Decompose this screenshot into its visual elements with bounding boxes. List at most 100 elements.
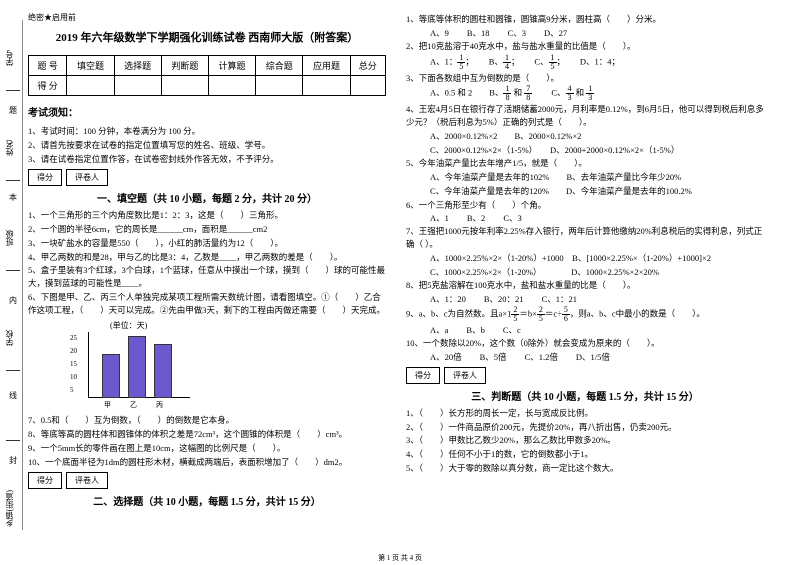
question: 9、一个5mm长的零件画在图上是10cm，这幅图的比例尺是（ ）。 xyxy=(28,442,386,455)
y-label: 20 xyxy=(70,347,77,355)
secret-label: 绝密★启用前 xyxy=(28,12,386,23)
question: 10、一个底面半径为1dm的圆柱形木材，横截成两端后，表面积增加了（ ）dm2。 xyxy=(28,456,386,469)
score-table: 题 号 填空题 选择题 判断题 计算题 综合题 应用题 总分 得 分 xyxy=(28,55,386,96)
option: C、1：21 xyxy=(542,293,577,305)
option: B、18 xyxy=(467,27,490,39)
side-char: 封 xyxy=(9,455,17,466)
question: 10、一个数除以20%，这个数（0除外）就会变成为原来的（ ）。 xyxy=(406,337,764,350)
notice-item: 3、请在试卷指定位置作答，在试卷密封线外作答无效，不予评分。 xyxy=(28,153,386,166)
option: D、1：4； xyxy=(580,56,620,66)
question: 2、（ ）一件商品原价200元，先提价20%，再八折出售，仍卖200元。 xyxy=(406,421,764,434)
left-column: 绝密★启用前 2019 年六年级数学下学期强化训练试卷 西南师大版（附答案） 题… xyxy=(28,12,386,547)
question: 7、0.5和（ ）互为倒数，（ ）的倒数是它本身。 xyxy=(28,414,386,427)
option: D、27 xyxy=(544,27,567,39)
page: 绝密★启用前 2019 年六年级数学下学期强化训练试卷 西南师大版（附答案） 题… xyxy=(0,0,800,555)
cell[interactable] xyxy=(256,76,303,96)
question: 5、盒子里装有3个红球，3个白球，1个蓝球，任意从中摸出一个球，摸到（ ）球的可… xyxy=(28,264,386,290)
option: C、3 xyxy=(503,212,521,224)
section-title: 三、判断题（共 10 小题，每题 1.5 分，共计 15 分） xyxy=(406,388,764,403)
side-line xyxy=(6,440,20,442)
option: A、20倍 xyxy=(430,351,462,363)
chart-title: (单位：天) xyxy=(110,320,147,331)
grader-box: 评卷人 xyxy=(66,169,108,186)
notice-item: 2、请首先按要求在试卷的指定位置填写您的姓名、班级、学号。 xyxy=(28,139,386,152)
table-row: 得 分 xyxy=(29,76,386,96)
side-char: 线 xyxy=(9,390,17,401)
option: C、1000×2.25%×2×（1-20%） D、1000×2.25%×2×20… xyxy=(406,266,764,279)
option: C、3 xyxy=(508,27,526,39)
question: 5、（ ）大于零的数除以真分数，商一定比这个数大。 xyxy=(406,462,764,475)
option: A、0.5 和 2 B、 xyxy=(430,88,503,98)
question: 3、（ ）甲数比乙数少20%，那么乙数比甲数多20%。 xyxy=(406,434,764,447)
option: A、9 xyxy=(430,27,449,39)
option: B、b xyxy=(466,324,484,336)
y-axis xyxy=(88,332,89,398)
grader-box: 评卷人 xyxy=(444,367,486,384)
question: 4、（ ）任何不小于1的数，它的倒数都小于1。 xyxy=(406,448,764,461)
cell[interactable] xyxy=(161,76,208,96)
bar xyxy=(128,336,146,398)
binding-sidebar: 学号 题 姓名 本 班级 内 学校 线 封 乡镇(街道) xyxy=(4,20,23,530)
option: C、2000×0.12%×2×（1-5%） D、2000+2000×0.12%×… xyxy=(406,144,764,157)
section-header: 得分 评卷人 xyxy=(28,169,386,186)
bar xyxy=(102,354,120,398)
option: C、1.2倍 xyxy=(525,351,558,363)
option: B、 xyxy=(489,56,503,66)
option: A、1： xyxy=(430,56,457,66)
x-label: 甲 xyxy=(104,400,111,410)
right-column: 1、等底等体积的圆柱和圆锥，圆锥高9分米，圆柱高（ ）分米。 A、9 B、18 … xyxy=(406,12,764,547)
score-box: 得分 xyxy=(406,367,440,384)
y-label: 5 xyxy=(70,386,74,394)
cell[interactable] xyxy=(114,76,161,96)
cell: 选择题 xyxy=(114,56,161,76)
y-label: 10 xyxy=(70,373,77,381)
cell[interactable] xyxy=(67,76,114,96)
question: 5、今年油菜产量比去年增产1/5，就是（ ）。 xyxy=(406,157,764,170)
option: C、 xyxy=(534,56,548,66)
option: A、1 xyxy=(430,212,449,224)
side-char: 内 xyxy=(9,295,17,306)
x-label: 乙 xyxy=(130,400,137,410)
option: A、2000×0.12%×2 B、2000×0.12%×2 xyxy=(406,130,764,143)
option: A、1：20 xyxy=(430,293,466,305)
cell: 得 分 xyxy=(29,76,67,96)
options: A、a B、b C、c xyxy=(406,324,764,336)
cell: 应用题 xyxy=(303,56,350,76)
question: 1、（ ）长方形的周长一定，长与宽成反比例。 xyxy=(406,407,764,420)
notice-title: 考试须知： xyxy=(28,104,386,119)
question: 8、把5克盐溶解在100克水中，盐和盐水重量的比是（ ）。 xyxy=(406,279,764,292)
cell: 判断题 xyxy=(161,56,208,76)
question: 6、一个三角形至少有（ ）个角。 xyxy=(406,199,764,212)
score-box: 得分 xyxy=(28,169,62,186)
question: 2、把10克盐溶于40克水中，盐与盐水重量的比值是（ ）。 xyxy=(406,40,764,53)
side-line xyxy=(6,270,20,272)
option: B、5倍 xyxy=(480,351,507,363)
question: 9、a、b、c为自然数。且a×125＝b×25＝c÷56，则a、b、c中最小的数… xyxy=(406,306,764,323)
cell[interactable] xyxy=(350,76,385,96)
table-row: 题 号 填空题 选择题 判断题 计算题 综合题 应用题 总分 xyxy=(29,56,386,76)
side-label: 学号 xyxy=(4,50,15,66)
options: A、9 B、18 C、3 D、27 xyxy=(406,27,764,39)
option: C、 xyxy=(551,88,565,98)
side-char: 本 xyxy=(9,192,17,203)
option: A、1000×2.25%×2×（1-20%）+1000 B、[1000×2.25… xyxy=(406,252,764,265)
score-box: 得分 xyxy=(28,472,62,489)
bar-chart: (单位：天) 25 20 15 10 5 甲 乙 丙 xyxy=(68,320,198,410)
cell[interactable] xyxy=(303,76,350,96)
y-label: 25 xyxy=(70,334,77,342)
section-title: 一、填空题（共 10 小题，每题 2 分，共计 20 分） xyxy=(28,190,386,205)
question: 4、甲乙两数的和是28，甲与乙的比是3：4，乙数是____，甲乙两数的差是（ ）… xyxy=(28,251,386,264)
bar xyxy=(154,344,172,398)
cell: 填空题 xyxy=(67,56,114,76)
side-label: 乡镇(街道) xyxy=(4,490,15,527)
options: A、20倍 B、5倍 C、1.2倍 D、1/5倍 xyxy=(406,351,764,363)
question: 4、王宏4月5日在银行存了活期储蓄2000元，月利率是0.12%，到6月5日，他… xyxy=(406,103,764,129)
cell: 总分 xyxy=(350,56,385,76)
section-title: 二、选择题（共 10 小题，每题 1.5 分，共计 15 分） xyxy=(28,493,386,508)
cell[interactable] xyxy=(208,76,255,96)
side-char: 题 xyxy=(9,105,17,116)
question: 1、一个三角形的三个内角度数比是1：2：3，这是（ ）三角形。 xyxy=(28,209,386,222)
page-footer: 第 1 页 共 4 页 xyxy=(0,553,800,563)
side-label: 学校 xyxy=(4,330,15,346)
side-label: 班级 xyxy=(4,230,15,246)
